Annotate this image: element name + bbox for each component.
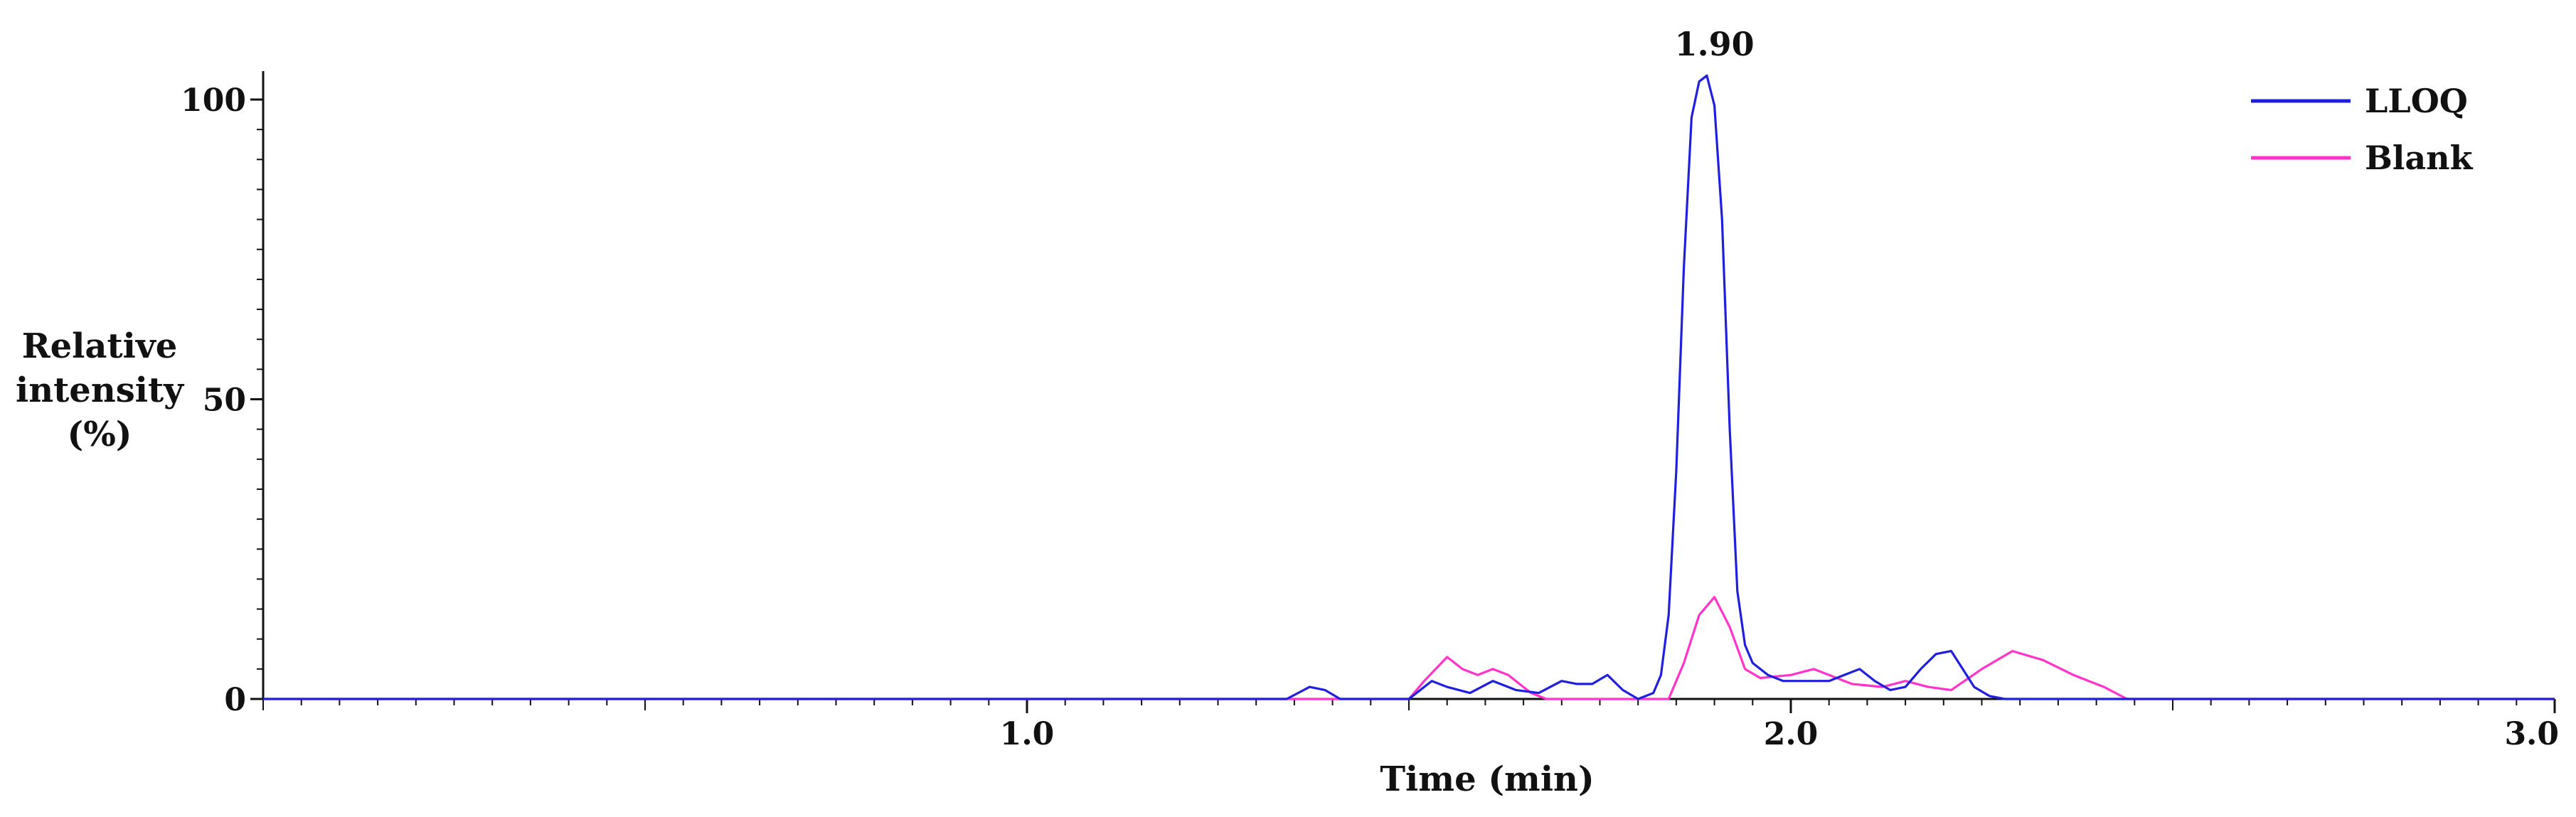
series-lines bbox=[263, 74, 2555, 700]
legend-label: Blank bbox=[2365, 139, 2474, 177]
y-axis-title-line: intensity bbox=[16, 370, 185, 410]
axes: 1.0 2.0 3.0 0 50 100 bbox=[181, 71, 2559, 752]
x-tick-label: 2.0 bbox=[1764, 716, 1819, 752]
legend: LLOQ Blank bbox=[2251, 82, 2474, 177]
x-axis-title: Time (min) bbox=[1380, 759, 1594, 799]
annotations: 1.90 bbox=[1675, 25, 1755, 63]
legend-label: LLOQ bbox=[2365, 82, 2468, 120]
y-tick-label: 50 bbox=[203, 383, 246, 419]
series-line-blank bbox=[263, 596, 2555, 700]
y-axis-title-line: Relative bbox=[22, 326, 178, 366]
series-line-lloq bbox=[263, 74, 2555, 700]
y-tick-label: 0 bbox=[224, 682, 246, 718]
y-axis-title-line: (%) bbox=[67, 415, 132, 454]
x-tick-label: 3.0 bbox=[2504, 716, 2559, 752]
peak-label: 1.90 bbox=[1675, 25, 1755, 63]
x-tick-label: 1.0 bbox=[1000, 716, 1055, 752]
y-tick-label: 100 bbox=[181, 82, 246, 119]
